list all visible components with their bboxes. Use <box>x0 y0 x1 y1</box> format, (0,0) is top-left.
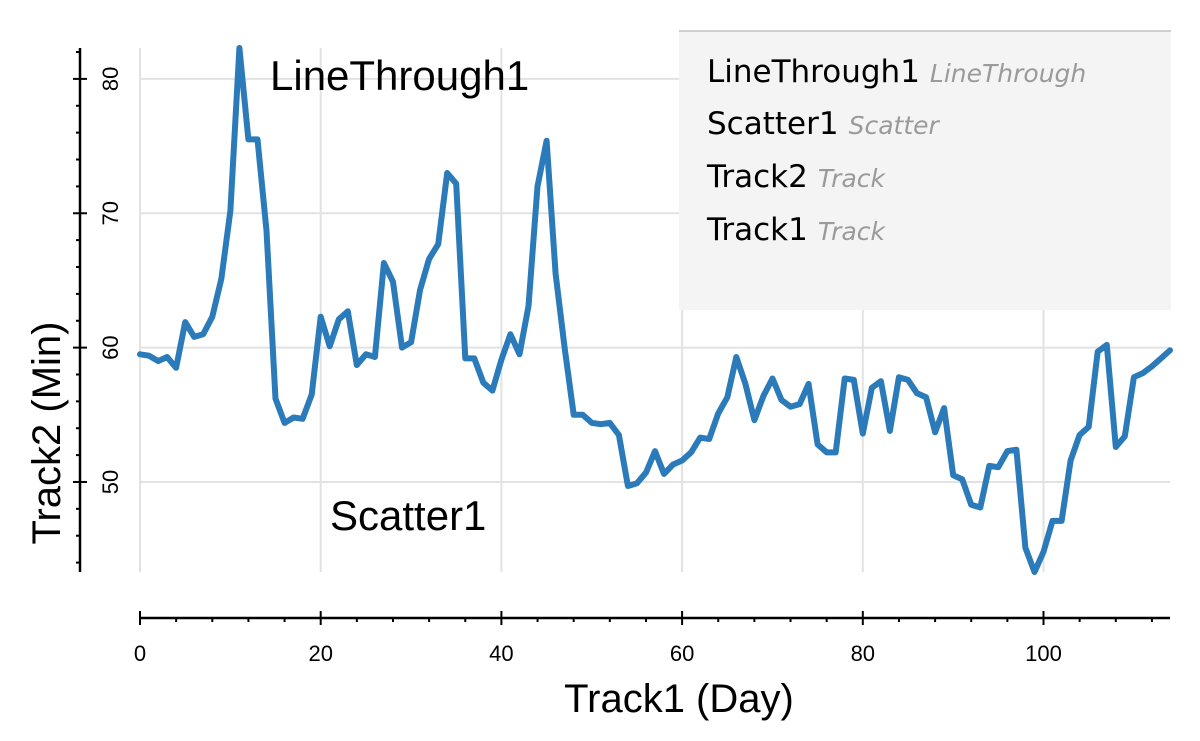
legend-series-type: Track <box>817 164 885 193</box>
legend-item[interactable]: Scatter1 Scatter <box>707 104 939 144</box>
x-tick-label: 20 <box>308 641 332 666</box>
annotation-scatter1: Scatter1 <box>330 492 486 539</box>
x-axis-title: Track1 (Day) <box>564 677 794 721</box>
legend-series-name: Scatter1 <box>707 106 839 142</box>
series-line <box>137 45 1173 575</box>
x-tick-label: 100 <box>1025 641 1062 666</box>
legend: LineThrough1 LineThrough Scatter1 Scatter … <box>679 30 1171 310</box>
legend-series-type: Scatter <box>848 111 939 140</box>
legend-series-name: Track2 <box>707 159 808 195</box>
y-tick-label: 50 <box>98 470 123 494</box>
x-tick-label: 60 <box>670 641 694 666</box>
legend-series-type: LineThrough <box>929 59 1087 88</box>
x-axis: 0 20 40 60 80 100 <box>134 611 1170 666</box>
legend-item[interactable]: Track2 Track <box>707 157 885 197</box>
legend-series-type: Track <box>817 217 885 246</box>
legend-item[interactable]: LineThrough1 LineThrough <box>707 52 1086 92</box>
y-tick-label: 70 <box>98 201 123 225</box>
y-axis-title: Track2 (Min) <box>25 322 69 545</box>
x-tick-label: 80 <box>851 641 875 666</box>
legend-series-name: LineThrough1 <box>707 54 920 90</box>
y-tick-label: 60 <box>98 335 123 359</box>
y-tick-label: 80 <box>98 67 123 91</box>
legend-item[interactable]: Track1 Track <box>707 210 885 250</box>
annotation-linethrough1: LineThrough1 <box>270 52 529 99</box>
series-layer <box>137 45 1173 575</box>
x-tick-label: 0 <box>134 641 146 666</box>
y-axis: 50 60 70 80 <box>73 48 123 572</box>
legend-series-name: Track1 <box>707 212 808 248</box>
x-tick-label: 40 <box>489 641 513 666</box>
